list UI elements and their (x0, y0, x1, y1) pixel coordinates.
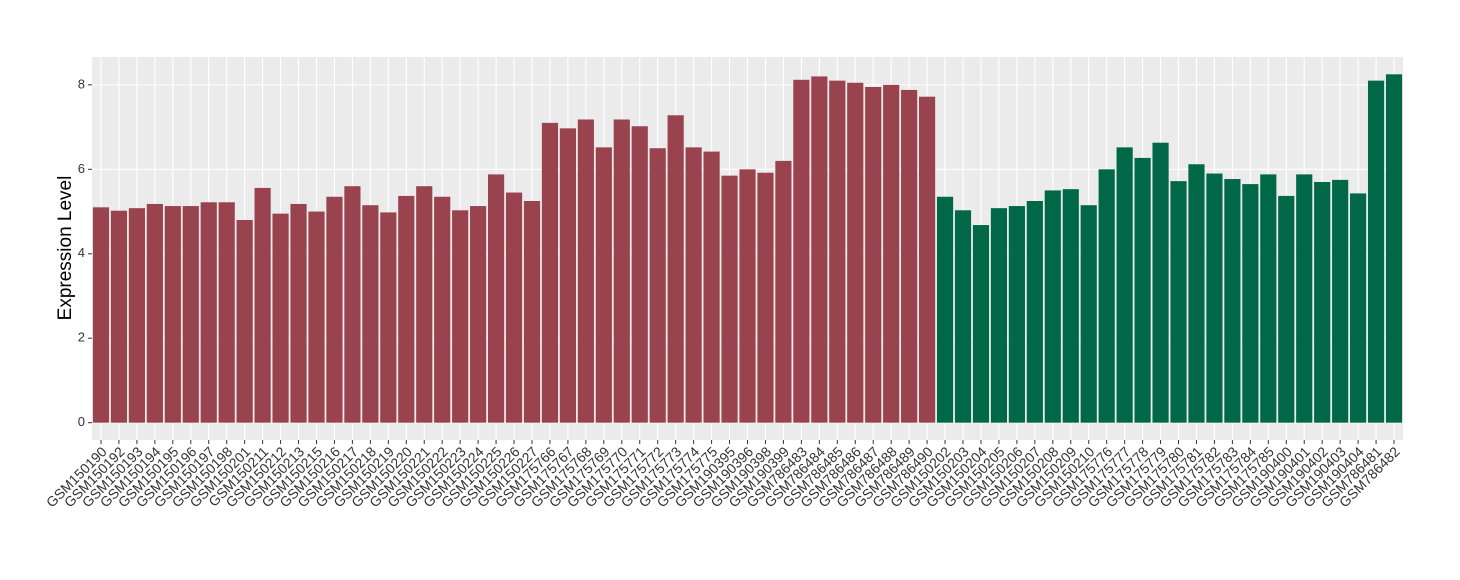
bar (380, 212, 397, 423)
bar (685, 147, 702, 423)
bar (1188, 164, 1205, 423)
bar (1080, 205, 1097, 423)
bar (559, 128, 576, 423)
bar (164, 206, 181, 423)
bar (541, 122, 559, 423)
bar (452, 210, 469, 423)
y-tick-label: 4 (78, 245, 85, 260)
bar (1098, 169, 1115, 423)
bar (218, 202, 235, 423)
bar (757, 172, 774, 423)
y-axis-label: Expression Level (55, 176, 76, 321)
bar (182, 206, 199, 423)
bar (901, 89, 918, 423)
bar (1350, 193, 1367, 423)
bar (254, 187, 271, 423)
bar (577, 119, 594, 423)
bar (1332, 179, 1349, 423)
bar (631, 126, 648, 423)
bar (470, 206, 487, 423)
bar (272, 213, 289, 423)
bar (1170, 181, 1187, 423)
bar (1260, 174, 1277, 423)
bar (92, 207, 110, 423)
bar (110, 210, 128, 423)
bar (434, 196, 451, 423)
bar (1296, 174, 1313, 423)
bar (487, 174, 505, 423)
bar (1008, 206, 1025, 423)
bar (739, 169, 756, 423)
bar (1242, 184, 1259, 423)
bar (613, 119, 630, 423)
bar (775, 160, 792, 423)
bar (1026, 200, 1043, 423)
bar (1134, 157, 1151, 423)
bar (146, 203, 163, 423)
bar (362, 205, 379, 423)
bar (290, 203, 307, 423)
bar (667, 115, 684, 423)
bar (236, 219, 253, 423)
bar (936, 196, 954, 423)
bar (649, 148, 666, 423)
bar (990, 208, 1008, 423)
bar (505, 192, 523, 423)
bar (200, 202, 217, 423)
bar (1367, 80, 1385, 423)
bar (829, 80, 846, 423)
bar (919, 96, 936, 423)
bar (344, 186, 361, 423)
y-tick-label: 6 (78, 161, 85, 176)
bar (865, 86, 882, 423)
bar (398, 195, 415, 423)
bar (847, 82, 864, 423)
y-tick-label: 8 (78, 76, 85, 91)
bar (1206, 173, 1223, 423)
bar (793, 79, 810, 423)
y-tick-label: 2 (78, 330, 85, 345)
bar (595, 147, 612, 423)
bar (1044, 190, 1061, 423)
bar (811, 76, 828, 423)
bar (523, 200, 541, 423)
bar (128, 208, 145, 423)
bar (326, 196, 343, 423)
bar (1385, 74, 1403, 423)
bar (1062, 189, 1079, 423)
y-tick-label: 0 (78, 414, 85, 429)
bar (1152, 142, 1169, 423)
bar (416, 186, 433, 423)
bar (1116, 147, 1133, 423)
bar (703, 151, 720, 423)
bar (1278, 195, 1295, 423)
bar (954, 210, 972, 423)
bar (308, 211, 325, 423)
bar (972, 225, 990, 423)
bar (883, 84, 900, 423)
bar (721, 175, 738, 423)
bar (1224, 179, 1241, 423)
bar (1314, 181, 1331, 423)
